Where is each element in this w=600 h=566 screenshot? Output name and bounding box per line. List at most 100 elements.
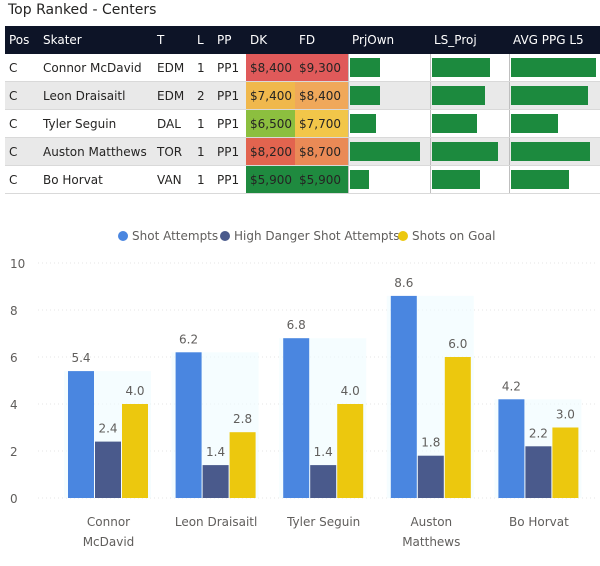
cell-avg-ppg-bar bbox=[509, 137, 600, 166]
legend-label-1: High Danger Shot Attempts bbox=[234, 229, 399, 243]
table-row[interactable]: C Bo Horvat VAN 1 PP1 $5,900 $5,900 bbox=[5, 165, 600, 194]
column-separator bbox=[430, 82, 431, 109]
col-header-prjown[interactable]: PrjOwn bbox=[348, 26, 430, 54]
data-label: 4.0 bbox=[125, 384, 144, 398]
data-label: 6.0 bbox=[448, 337, 467, 351]
data-label: 4.0 bbox=[341, 384, 360, 398]
col-header-team[interactable]: T bbox=[153, 26, 193, 54]
shots-bar-chart: Shot Attempts High Danger Shot Attempts Sh… bbox=[10, 229, 596, 549]
column-separator bbox=[430, 166, 431, 193]
legend-marker-0 bbox=[118, 231, 128, 241]
cell-skater: Auston Matthews bbox=[39, 137, 153, 166]
prjown-bar bbox=[350, 170, 369, 189]
cell-team: TOR bbox=[153, 137, 193, 166]
data-label: 6.8 bbox=[287, 318, 306, 332]
cell-prjown-bar bbox=[348, 165, 430, 194]
bar-1 bbox=[417, 455, 444, 498]
bar-2 bbox=[444, 357, 471, 498]
legend-marker-1 bbox=[220, 231, 230, 241]
x-tick-label: Leon Draisaitl bbox=[175, 515, 257, 529]
col-header-ls-proj[interactable]: LS_Proj bbox=[430, 26, 509, 54]
prjown-bar bbox=[350, 86, 380, 105]
cell-fd: $9,300 bbox=[295, 54, 348, 82]
cell-fd: $7,700 bbox=[295, 109, 348, 138]
cell-pos: C bbox=[5, 54, 39, 82]
column-separator bbox=[509, 82, 510, 109]
cell-dk: $5,900 bbox=[246, 165, 295, 194]
col-header-line[interactable]: L bbox=[193, 26, 213, 54]
bar-0 bbox=[390, 295, 417, 498]
cell-pp: PP1 bbox=[213, 54, 246, 82]
cell-pos: C bbox=[5, 165, 39, 194]
avg_ppg-bar bbox=[511, 58, 596, 77]
table-row[interactable]: C Tyler Seguin DAL 1 PP1 $6,500 $7,700 bbox=[5, 109, 600, 138]
column-separator bbox=[430, 54, 431, 81]
x-tick-label: Tyler Seguin bbox=[286, 515, 360, 529]
cell-prjown-bar bbox=[348, 81, 430, 110]
col-header-avg-ppg[interactable]: AVG PPG L5 bbox=[509, 26, 600, 54]
col-header-pos[interactable]: Pos bbox=[5, 26, 39, 54]
col-header-fd[interactable]: FD bbox=[295, 26, 348, 54]
avg_ppg-bar bbox=[511, 170, 569, 189]
cell-pos: C bbox=[5, 81, 39, 110]
cell-team: EDM bbox=[153, 54, 193, 82]
y-tick-label: 4 bbox=[10, 398, 18, 412]
bar-0 bbox=[498, 399, 525, 498]
bar-2 bbox=[337, 404, 364, 498]
y-tick-label: 10 bbox=[10, 257, 25, 271]
ls_proj-bar bbox=[432, 170, 480, 189]
bar-1 bbox=[95, 441, 121, 498]
data-label: 2.8 bbox=[233, 412, 252, 426]
ls_proj-bar bbox=[432, 114, 477, 133]
bar-1 bbox=[525, 446, 552, 498]
cell-fd: $8,400 bbox=[295, 81, 348, 110]
col-header-dk[interactable]: DK bbox=[246, 26, 295, 54]
prjown-bar bbox=[350, 114, 376, 133]
bar-2 bbox=[552, 427, 579, 498]
x-tick-label: Matthews bbox=[402, 535, 460, 549]
bar-1 bbox=[310, 465, 337, 498]
bar-2 bbox=[122, 404, 148, 498]
cell-dk: $6,500 bbox=[246, 109, 295, 138]
col-header-pp[interactable]: PP bbox=[213, 26, 246, 54]
y-tick-label: 6 bbox=[10, 351, 18, 365]
table-row[interactable]: C Leon Draisaitl EDM 2 PP1 $7,400 $8,400 bbox=[5, 81, 600, 110]
cell-dk: $8,200 bbox=[246, 137, 295, 166]
data-label: 1.8 bbox=[421, 436, 440, 450]
column-separator bbox=[509, 166, 510, 193]
cell-ls-proj-bar bbox=[430, 54, 509, 82]
cell-skater: Tyler Seguin bbox=[39, 109, 153, 138]
skater-table: Pos Skater T L PP DK FD PrjOwn LS_Proj A… bbox=[5, 26, 600, 194]
cell-team: DAL bbox=[153, 109, 193, 138]
cell-ls-proj-bar bbox=[430, 137, 509, 166]
cell-skater: Bo Horvat bbox=[39, 165, 153, 194]
column-separator bbox=[348, 138, 349, 165]
page-title: Top Ranked - Centers bbox=[8, 2, 157, 18]
avg_ppg-bar bbox=[511, 142, 590, 161]
cell-pos: C bbox=[5, 137, 39, 166]
cell-ls-proj-bar bbox=[430, 109, 509, 138]
x-tick-label: Connor bbox=[87, 515, 130, 529]
cell-pp: PP1 bbox=[213, 109, 246, 138]
prjown-bar bbox=[350, 142, 420, 161]
ls_proj-bar bbox=[432, 58, 490, 77]
data-label: 4.2 bbox=[502, 379, 521, 393]
bar-0 bbox=[283, 338, 310, 498]
legend-label-2: Shots on Goal bbox=[412, 229, 495, 243]
cell-avg-ppg-bar bbox=[509, 109, 600, 138]
cell-avg-ppg-bar bbox=[509, 81, 600, 110]
table-row[interactable]: C Auston Matthews TOR 1 PP1 $8,200 $8,700 bbox=[5, 137, 600, 166]
data-label: 2.2 bbox=[529, 426, 548, 440]
column-separator bbox=[430, 138, 431, 165]
ls_proj-bar bbox=[432, 142, 498, 161]
table-row[interactable]: C Connor McDavid EDM 1 PP1 $8,400 $9,300 bbox=[5, 54, 600, 82]
x-tick-label: McDavid bbox=[83, 535, 135, 549]
data-label: 1.4 bbox=[206, 445, 225, 459]
cell-line: 1 bbox=[193, 137, 213, 166]
cell-pos: C bbox=[5, 109, 39, 138]
column-separator bbox=[348, 82, 349, 109]
cell-pp: PP1 bbox=[213, 137, 246, 166]
data-label: 2.4 bbox=[98, 422, 117, 436]
col-header-skater[interactable]: Skater bbox=[39, 26, 153, 54]
data-label: 3.0 bbox=[556, 408, 575, 422]
